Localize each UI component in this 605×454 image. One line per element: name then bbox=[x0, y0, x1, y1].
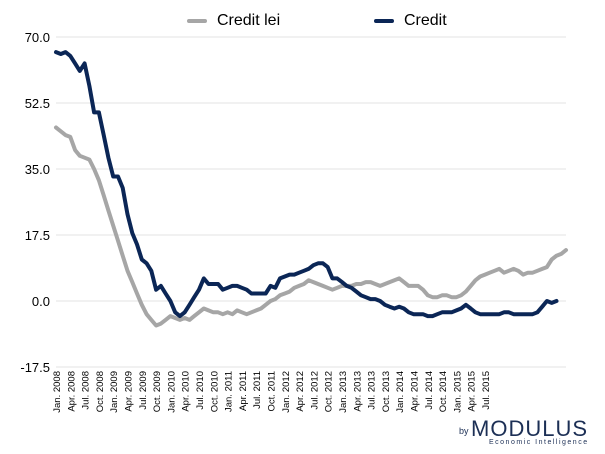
y-tick-label: 17.5 bbox=[25, 228, 50, 243]
x-tick-label: Apr. 2011 bbox=[238, 371, 249, 411]
x-tick-label: Jan. 2011 bbox=[224, 371, 235, 412]
x-axis: Jan. 2008 Apr. 2008 Jul. 2008 Oct. 2008 Jan.… bbox=[52, 371, 492, 413]
x-tick-label: Oct. 2008 bbox=[95, 371, 106, 412]
y-tick-label: 70.0 bbox=[25, 30, 50, 45]
legend-label-credit-lei: Credit lei bbox=[217, 12, 281, 29]
x-tick-label: Apr. 2014 bbox=[409, 371, 420, 412]
x-tick-label: Jan. 2012 bbox=[281, 371, 292, 413]
x-tick-label: Jan. 2015 bbox=[452, 371, 463, 413]
legend-item-credit-lei: Credit lei bbox=[187, 12, 280, 30]
series-line-credit-lei bbox=[54, 125, 568, 328]
legend-label-credit: Credit bbox=[404, 12, 447, 29]
y-axis: 70.0 52.5 35.0 17.5 0.0 -17.5 bbox=[20, 30, 50, 375]
x-tick-label: Jul. 2015 bbox=[481, 371, 492, 410]
x-tick-label: Apr. 2013 bbox=[352, 371, 363, 412]
legend-swatch-credit-lei bbox=[187, 19, 207, 23]
legend-item-credit: Credit bbox=[374, 12, 447, 30]
x-tick-label: Jul. 2014 bbox=[424, 371, 435, 410]
y-tick-label: 52.5 bbox=[25, 96, 50, 111]
x-tick-label: Oct. 2011 bbox=[266, 371, 277, 412]
x-tick-label: Oct. 2012 bbox=[324, 371, 335, 412]
grid-lines bbox=[56, 36, 566, 368]
x-tick-label: Jul. 2010 bbox=[195, 371, 206, 410]
x-tick-label: Apr. 2009 bbox=[123, 371, 134, 412]
x-tick-label: Jul. 2011 bbox=[252, 371, 263, 409]
x-tick-label: Apr. 2010 bbox=[181, 371, 192, 412]
modulus-logo: by MODULUS Economic Intelligence bbox=[459, 416, 599, 448]
y-tick-label: -17.5 bbox=[20, 360, 50, 375]
x-tick-label: Jan. 2009 bbox=[109, 371, 120, 413]
x-tick-label: Jan. 2008 bbox=[52, 371, 63, 413]
x-tick-label: Jan. 2010 bbox=[166, 371, 177, 413]
x-tick-label: Apr. 2015 bbox=[467, 371, 478, 412]
x-tick-label: Jul. 2012 bbox=[309, 371, 320, 410]
x-tick-label: Oct. 2010 bbox=[209, 371, 220, 412]
x-tick-label: Jul. 2013 bbox=[367, 371, 378, 410]
y-tick-label: 35.0 bbox=[25, 162, 50, 177]
legend-swatch-credit bbox=[374, 19, 394, 23]
x-tick-label: Apr. 2008 bbox=[66, 371, 77, 412]
x-tick-label: Oct. 2014 bbox=[438, 371, 449, 412]
y-tick-label: 0.0 bbox=[32, 294, 50, 309]
x-tick-label: Jul. 2008 bbox=[81, 371, 92, 410]
series-line-credit bbox=[54, 50, 559, 319]
logo-by-text: by bbox=[459, 426, 469, 436]
logo-tagline: Economic Intelligence bbox=[489, 439, 589, 446]
x-tick-label: Apr. 2012 bbox=[295, 371, 306, 412]
logo-wordmark: MODULUS bbox=[471, 416, 589, 441]
legend: Credit lei Credit bbox=[0, 12, 605, 34]
x-tick-label: Jan. 2013 bbox=[338, 371, 349, 413]
x-tick-label: Oct. 2009 bbox=[152, 371, 163, 412]
x-tick-label: Jul. 2009 bbox=[138, 371, 149, 410]
x-tick-label: Oct. 2013 bbox=[381, 371, 392, 412]
series-lines bbox=[54, 50, 568, 328]
x-tick-label: Jan. 2014 bbox=[395, 371, 406, 413]
